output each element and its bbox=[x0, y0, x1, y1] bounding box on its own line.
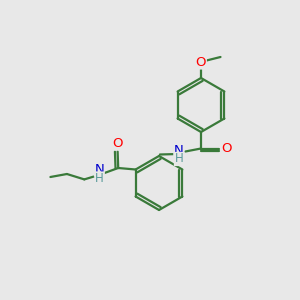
Text: H: H bbox=[174, 152, 183, 166]
Text: N: N bbox=[94, 163, 104, 176]
Text: H: H bbox=[95, 172, 104, 185]
Text: N: N bbox=[174, 143, 184, 157]
Text: O: O bbox=[112, 137, 123, 150]
Text: O: O bbox=[196, 56, 206, 69]
Text: O: O bbox=[221, 142, 232, 155]
